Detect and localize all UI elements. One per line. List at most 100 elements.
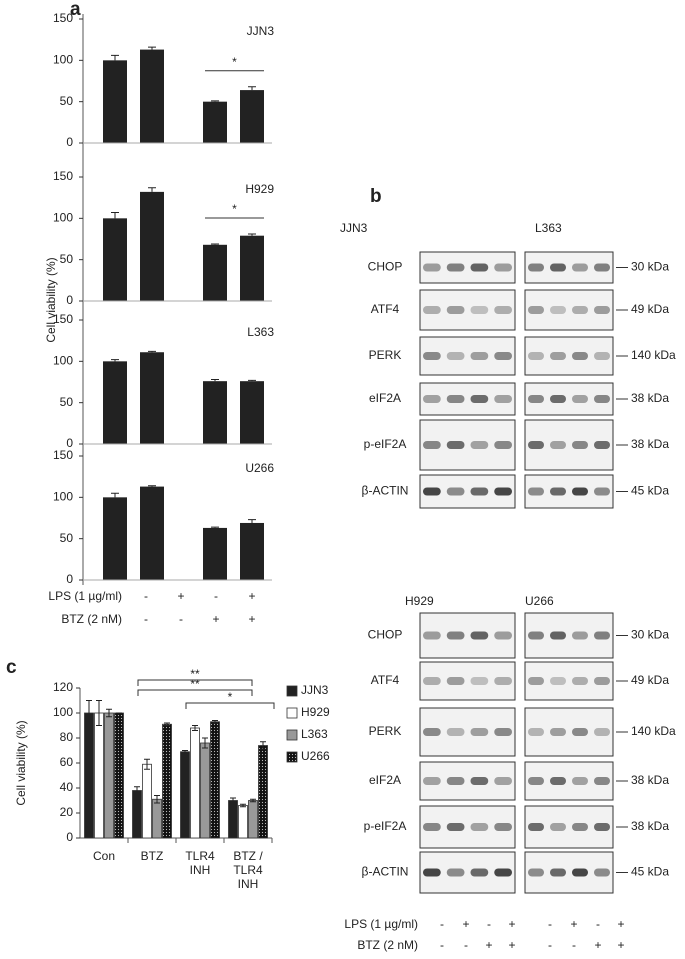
error-bar <box>248 233 256 236</box>
blot-band <box>423 868 441 877</box>
error-bar <box>148 485 156 487</box>
y-tick-label: 150 <box>53 312 73 326</box>
blot-band <box>446 728 465 736</box>
condition-sign: + <box>212 612 219 626</box>
blot-band <box>470 823 489 831</box>
condition-sign: - <box>144 612 148 626</box>
size-label: 30 kDa <box>631 628 669 642</box>
error-bar <box>212 720 218 724</box>
y-axis-label: Cell viability (%) <box>44 257 58 342</box>
protein-label: p-eIF2A <box>364 437 407 451</box>
error-bar <box>250 798 256 803</box>
blot-band <box>423 823 441 831</box>
error-bar <box>106 708 112 718</box>
y-tick-label: 0 <box>66 436 73 450</box>
error-bar <box>211 100 219 102</box>
blot-band <box>594 677 610 685</box>
blot-band <box>528 352 544 360</box>
blot-band <box>423 441 441 449</box>
chart-title: H929 <box>245 182 274 196</box>
blot-band <box>550 777 566 785</box>
condition-sign: - <box>596 917 600 931</box>
protein-label: p-eIF2A <box>364 819 407 833</box>
error-bar <box>111 492 119 498</box>
condition-sign: + <box>485 938 492 952</box>
blot-band <box>572 263 588 272</box>
protein-label: CHOP <box>368 260 403 274</box>
condition-label: BTZ (2 nM) <box>357 938 418 952</box>
y-tick-label: 150 <box>53 448 73 462</box>
blot-band <box>470 677 489 685</box>
y-tick-label: 100 <box>53 354 73 368</box>
protein-label: β-ACTIN <box>362 865 409 879</box>
condition-sign: + <box>177 589 184 603</box>
blot-band <box>572 728 588 736</box>
blot-band <box>470 395 489 403</box>
error-bar <box>182 750 188 754</box>
bar <box>103 497 127 580</box>
y-tick-label: 50 <box>60 94 74 108</box>
blot-band <box>423 306 441 314</box>
blot-panel <box>419 289 516 331</box>
y-tick-label: 150 <box>53 11 73 25</box>
error-bar <box>148 187 156 192</box>
bar <box>240 235 264 301</box>
blot-band <box>446 487 465 496</box>
blot-band <box>594 487 610 496</box>
blot-band <box>470 868 489 877</box>
error-bar <box>154 795 160 804</box>
y-tick-label: 80 <box>60 730 74 744</box>
legend-label: U266 <box>301 749 330 763</box>
panel-label: a <box>70 0 81 20</box>
blot-panel <box>419 661 516 701</box>
significance-label: ** <box>190 667 200 681</box>
protein-label: PERK <box>369 348 402 362</box>
condition-label: LPS (1 µg/ml) <box>344 917 418 931</box>
blot-band <box>470 728 489 736</box>
blot-band <box>494 677 512 685</box>
y-tick-label: 150 <box>53 169 73 183</box>
significance-bracket <box>137 679 253 686</box>
blot-panel <box>524 336 614 376</box>
error-bar <box>164 722 170 726</box>
significance-label: * <box>232 202 237 216</box>
condition-sign: - <box>464 938 468 952</box>
error-bar <box>144 758 150 770</box>
panel-label: c <box>6 657 17 678</box>
blot-band <box>528 868 544 877</box>
error-bar <box>248 86 256 91</box>
size-label: 140 kDa <box>631 348 676 362</box>
blot-band <box>494 306 512 314</box>
size-label: 38 kDa <box>631 391 669 405</box>
condition-label: LPS (1 µg/ml) <box>48 589 122 603</box>
blot-band <box>550 487 566 496</box>
error-bar <box>96 700 102 726</box>
condition-sign: + <box>617 917 624 931</box>
blot-band <box>423 263 441 272</box>
size-label: 38 kDa <box>631 773 669 787</box>
chart-title: JJN3 <box>247 24 275 38</box>
blot-band <box>528 395 544 403</box>
condition-sign: + <box>508 938 515 952</box>
cell-line-label: U266 <box>525 594 554 608</box>
y-axis-label: Cell viability (%) <box>14 720 28 805</box>
bar <box>162 723 172 839</box>
protein-label: ATF4 <box>371 673 400 687</box>
y-tick-label: 100 <box>53 490 73 504</box>
blot-band <box>550 728 566 736</box>
blot-band <box>446 306 465 314</box>
size-label: 140 kDa <box>631 724 676 738</box>
bar <box>240 90 264 143</box>
protein-label: eIF2A <box>369 391 401 405</box>
condition-sign: + <box>594 938 601 952</box>
blot-band <box>528 631 544 640</box>
blot-band <box>446 631 465 640</box>
protein-label: CHOP <box>368 628 403 642</box>
bar <box>94 712 104 839</box>
blot-band <box>572 441 588 449</box>
bar <box>140 352 164 444</box>
x-tick-label: TLR4 INH <box>185 849 215 877</box>
condition-sign: - <box>440 917 444 931</box>
bar <box>200 742 210 839</box>
